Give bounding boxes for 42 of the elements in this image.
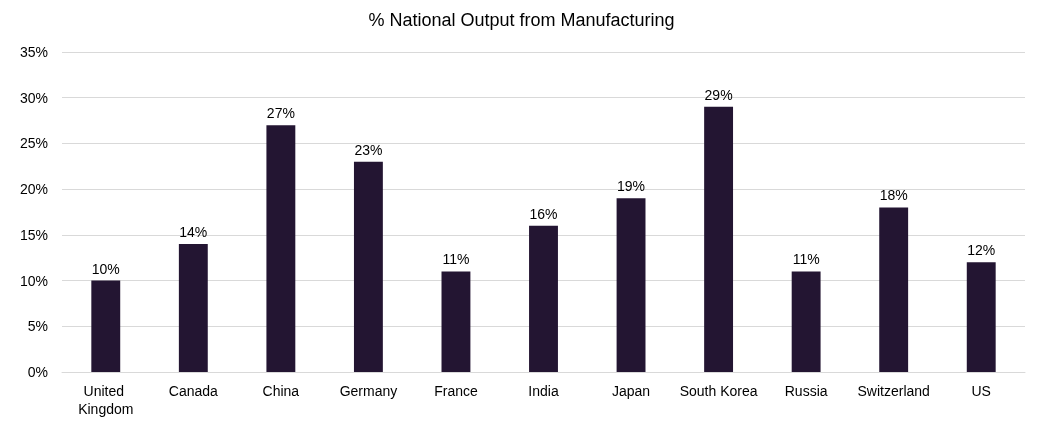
x-tick-label: Germany [339, 383, 398, 399]
y-tick-label: 5% [27, 318, 48, 335]
bar [791, 271, 821, 372]
data-label: 10% [91, 260, 120, 277]
y-tick-label: 20% [19, 181, 48, 198]
bar [441, 271, 471, 372]
data-label: 29% [704, 86, 733, 103]
bar [879, 207, 909, 372]
chart-title: % National Output from Manufacturing [368, 10, 675, 30]
bar [178, 244, 208, 372]
data-label: 27% [266, 105, 295, 122]
data-label: 23% [354, 141, 383, 158]
data-label: 12% [967, 242, 996, 259]
data-label: 19% [617, 178, 646, 195]
bar [91, 280, 121, 372]
data-label: 16% [529, 205, 558, 222]
x-tick-label: Switzerland [857, 383, 930, 399]
data-label: 14% [179, 224, 208, 240]
x-tick-label: South Korea [679, 383, 758, 399]
y-tick-label: 10% [19, 272, 48, 289]
bar [266, 125, 296, 372]
y-tick-label: 25% [19, 135, 48, 152]
bar [353, 161, 383, 372]
bar [704, 106, 734, 372]
y-tick-label: 15% [19, 226, 48, 243]
x-tick-label: Japan [611, 383, 651, 399]
y-tick-label: 35% [19, 44, 48, 60]
x-tick-label: China [262, 383, 300, 399]
data-label: 18% [879, 187, 908, 204]
bar [529, 225, 558, 372]
x-tick-label: US [971, 383, 991, 399]
x-tick-label: India [528, 383, 559, 399]
x-tick-label: France [434, 383, 478, 399]
x-tick-label: United Kingdom [78, 383, 134, 417]
y-tick-label: 0% [27, 364, 48, 380]
bar [966, 262, 996, 372]
data-label: 11% [442, 251, 470, 268]
x-tick-label: Canada [168, 383, 219, 399]
bar [616, 198, 646, 372]
data-label: 11% [792, 251, 820, 268]
x-tick-label: Russia [784, 383, 828, 399]
y-tick-label: 30% [19, 89, 48, 106]
